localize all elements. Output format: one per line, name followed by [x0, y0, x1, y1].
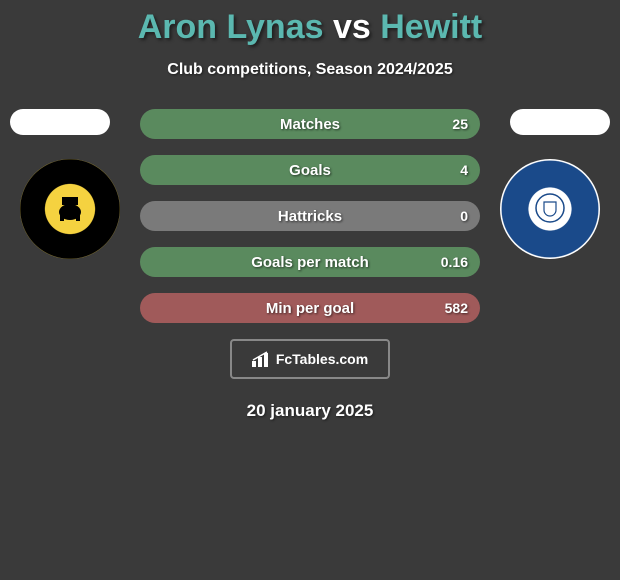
elephant-icon	[54, 195, 86, 221]
stat-label: Hattricks	[278, 208, 342, 225]
shield-icon	[532, 190, 568, 226]
stat-right-value: 0	[460, 208, 468, 224]
stat-bar: Matches 25	[140, 109, 480, 139]
player2-pill	[510, 109, 610, 135]
stat-bar: Hattricks 0	[140, 201, 480, 231]
comparison-title: Aron Lynas vs Hewitt	[0, 0, 620, 47]
stat-bar: Goals per match 0.16	[140, 247, 480, 277]
crest-left-label	[54, 195, 86, 223]
player1-name: Aron Lynas	[138, 8, 324, 46]
stat-label: Goals	[289, 162, 331, 179]
club-crest-left	[20, 159, 120, 259]
vs-text: vs	[333, 8, 371, 46]
stat-label: Matches	[280, 116, 340, 133]
club-crest-right	[500, 159, 600, 259]
stat-right-value: 582	[445, 300, 468, 316]
crest-right-label	[532, 190, 568, 229]
stat-label: Min per goal	[266, 300, 354, 317]
player2-name: Hewitt	[380, 8, 482, 46]
stats-area: Matches 25 Goals 4 Hattricks 0 Goals per match…	[0, 109, 620, 323]
subtitle: Club competitions, Season 2024/2025	[0, 61, 620, 79]
player1-pill	[10, 109, 110, 135]
brand-text: FcTables.com	[276, 351, 368, 367]
stat-label: Goals per match	[251, 254, 369, 271]
date-text: 20 january 2025	[0, 401, 620, 421]
stat-bar: Min per goal 582	[140, 293, 480, 323]
stat-right-value: 0.16	[441, 254, 468, 270]
stat-right-value: 25	[452, 116, 468, 132]
chart-icon	[252, 351, 272, 367]
stat-right-value: 4	[460, 162, 468, 178]
brand-box[interactable]: FcTables.com	[230, 339, 390, 379]
stat-bar: Goals 4	[140, 155, 480, 185]
